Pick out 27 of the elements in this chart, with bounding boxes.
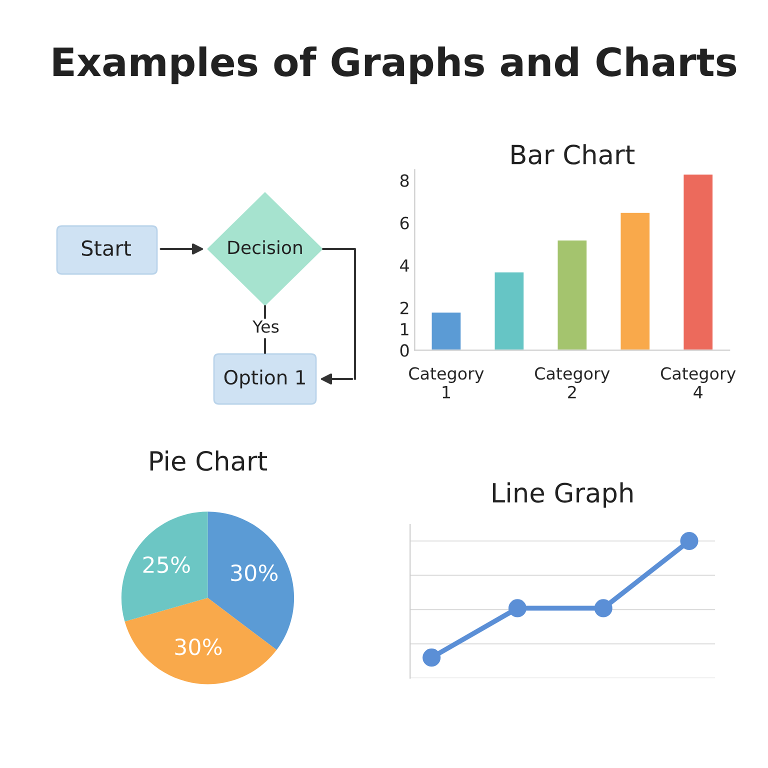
data-label: 30% bbox=[175, 638, 222, 656]
chart-title: Pie Chart bbox=[150, 450, 268, 471]
data-label: 25% bbox=[143, 556, 190, 574]
pie-slice bbox=[124, 598, 277, 684]
y-tick-label: 0 bbox=[400, 344, 409, 357]
y-tick-label: 1 bbox=[401, 323, 408, 336]
bar bbox=[619, 212, 651, 350]
chart-title: Line Graph bbox=[492, 482, 632, 508]
text: Examples of Graphs and Charts bbox=[53, 46, 736, 84]
bar bbox=[493, 270, 525, 350]
text: Option 1 bbox=[224, 370, 305, 388]
data-label: 30% bbox=[231, 564, 278, 582]
y-tick-label: 4 bbox=[400, 259, 409, 272]
text: Yes bbox=[252, 320, 279, 333]
text: Start bbox=[82, 240, 131, 256]
text: Decision bbox=[228, 240, 302, 254]
bar bbox=[430, 311, 462, 350]
x-tick-label: Category 2 bbox=[535, 367, 610, 398]
x-tick-label: Category 4 bbox=[660, 367, 736, 398]
y-tick-label: 6 bbox=[400, 216, 409, 230]
y-tick-label: 2 bbox=[400, 302, 408, 314]
y-tick-label: 8 bbox=[400, 174, 409, 187]
bar bbox=[556, 239, 588, 350]
bar bbox=[682, 173, 714, 350]
pie-slice bbox=[121, 512, 208, 622]
x-tick-label: Category 1 bbox=[409, 367, 484, 398]
chart-title: Bar Chart bbox=[512, 144, 635, 165]
